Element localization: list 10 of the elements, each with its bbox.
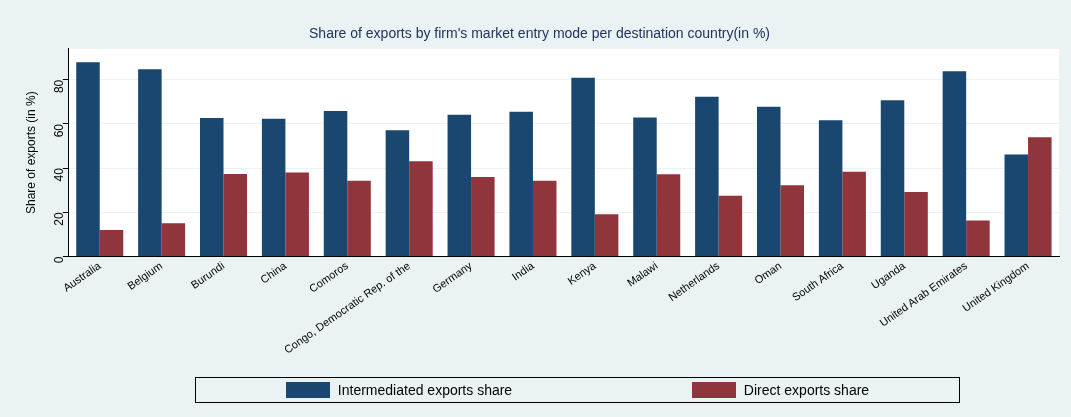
y-tick-label: 40 (52, 167, 67, 182)
legend-label: Intermediated exports share (337, 382, 513, 398)
y-tick-label: 60 (52, 123, 67, 138)
y-tick-label: 80 (52, 79, 67, 94)
y-axis-title: Share of exports (in %) (23, 91, 38, 215)
legend-label: Direct exports share (743, 382, 870, 398)
chart-title: Share of exports by firm's market entry mode per destination country(in %) (309, 25, 770, 42)
y-tick-label: 0 (52, 256, 67, 264)
x-tick-label: India (509, 258, 537, 283)
y-tick-label: 20 (52, 212, 67, 226)
